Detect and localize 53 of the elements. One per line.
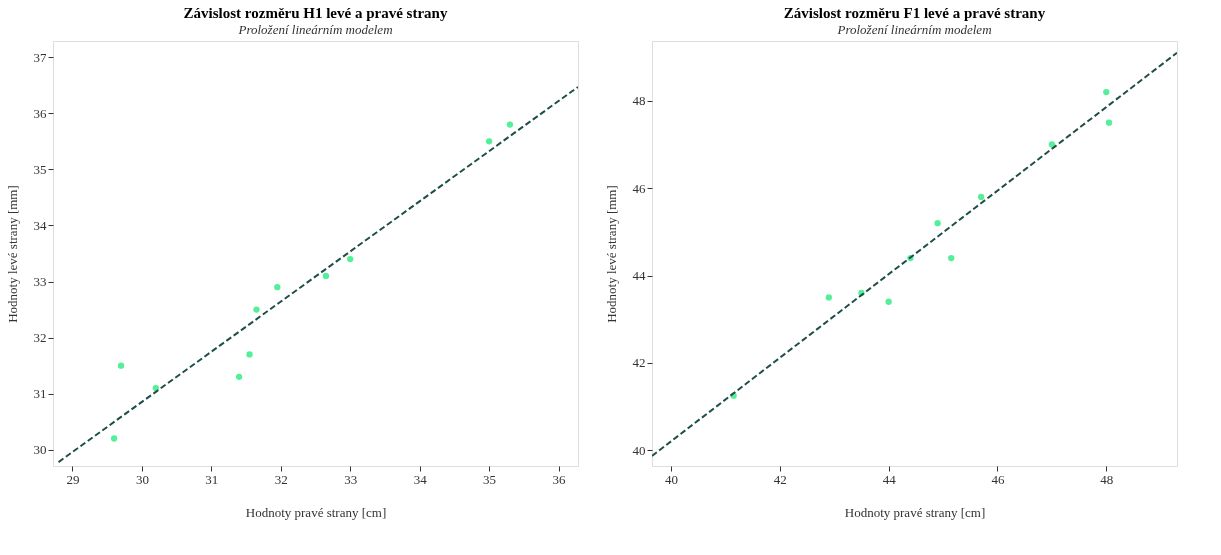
point — [977, 193, 985, 201]
point — [934, 219, 941, 227]
y-tick-label: 36 — [33, 105, 47, 121]
y-tick-label: 44 — [632, 268, 646, 284]
x-tick-label: 35 — [483, 471, 497, 487]
y-tick-label: 32 — [33, 330, 47, 346]
point — [274, 283, 281, 291]
point — [1103, 88, 1110, 96]
x-tick-label: 33 — [344, 471, 358, 487]
point — [322, 272, 330, 280]
point — [347, 255, 354, 263]
point — [485, 138, 493, 145]
chart-subtitle: Proložení lineárním modelem — [237, 22, 393, 37]
point — [825, 294, 832, 301]
y-axis-title: Hodnoty levé strany [mm] — [4, 185, 20, 323]
x-tick-label: 40 — [665, 471, 679, 487]
chart-title: Závislost rozměru H1 levé a pravé strany — [183, 5, 448, 21]
point — [253, 306, 260, 313]
y-tick-label: 46 — [632, 180, 646, 196]
point — [110, 435, 118, 442]
point — [235, 373, 243, 381]
y-tick-label: 35 — [33, 161, 47, 177]
y-tick-label: 34 — [33, 217, 47, 233]
y-tick-label: 33 — [33, 274, 47, 290]
point — [117, 362, 125, 369]
point — [246, 351, 253, 358]
x-axis-title: Hodnoty pravé strany [cm] — [245, 504, 387, 520]
chart-subtitle: Proložení lineárním modelem — [836, 22, 992, 37]
chart-title: Závislost rozměru F1 levé a pravé strany — [783, 5, 1046, 21]
y-tick-label: 31 — [33, 386, 47, 402]
point — [948, 254, 955, 262]
y-tick-label: 40 — [632, 442, 646, 458]
x-tick-label: 36 — [552, 471, 567, 487]
point — [1048, 141, 1056, 148]
x-tick-label: 48 — [1100, 471, 1114, 487]
x-tick-label: 34 — [413, 471, 428, 487]
point — [1105, 119, 1113, 126]
x-tick-label: 30 — [135, 471, 149, 487]
x-tick-label: 44 — [882, 471, 897, 487]
x-tick-label: 29 — [66, 471, 80, 487]
x-tick-label: 42 — [773, 471, 787, 487]
point — [506, 121, 514, 128]
x-tick-label: 46 — [991, 471, 1005, 487]
y-axis-title: Hodnoty levé strany [mm] — [603, 185, 619, 323]
point — [152, 384, 159, 392]
point — [885, 298, 892, 305]
x-tick-label: 32 — [274, 471, 288, 487]
y-tick-label: 37 — [33, 49, 47, 65]
y-tick-label: 30 — [33, 442, 47, 458]
y-tick-label: 48 — [632, 93, 646, 109]
x-axis-title: Hodnoty pravé strany [cm] — [844, 504, 986, 520]
x-tick-label: 31 — [205, 471, 219, 487]
y-tick-label: 42 — [632, 355, 646, 371]
